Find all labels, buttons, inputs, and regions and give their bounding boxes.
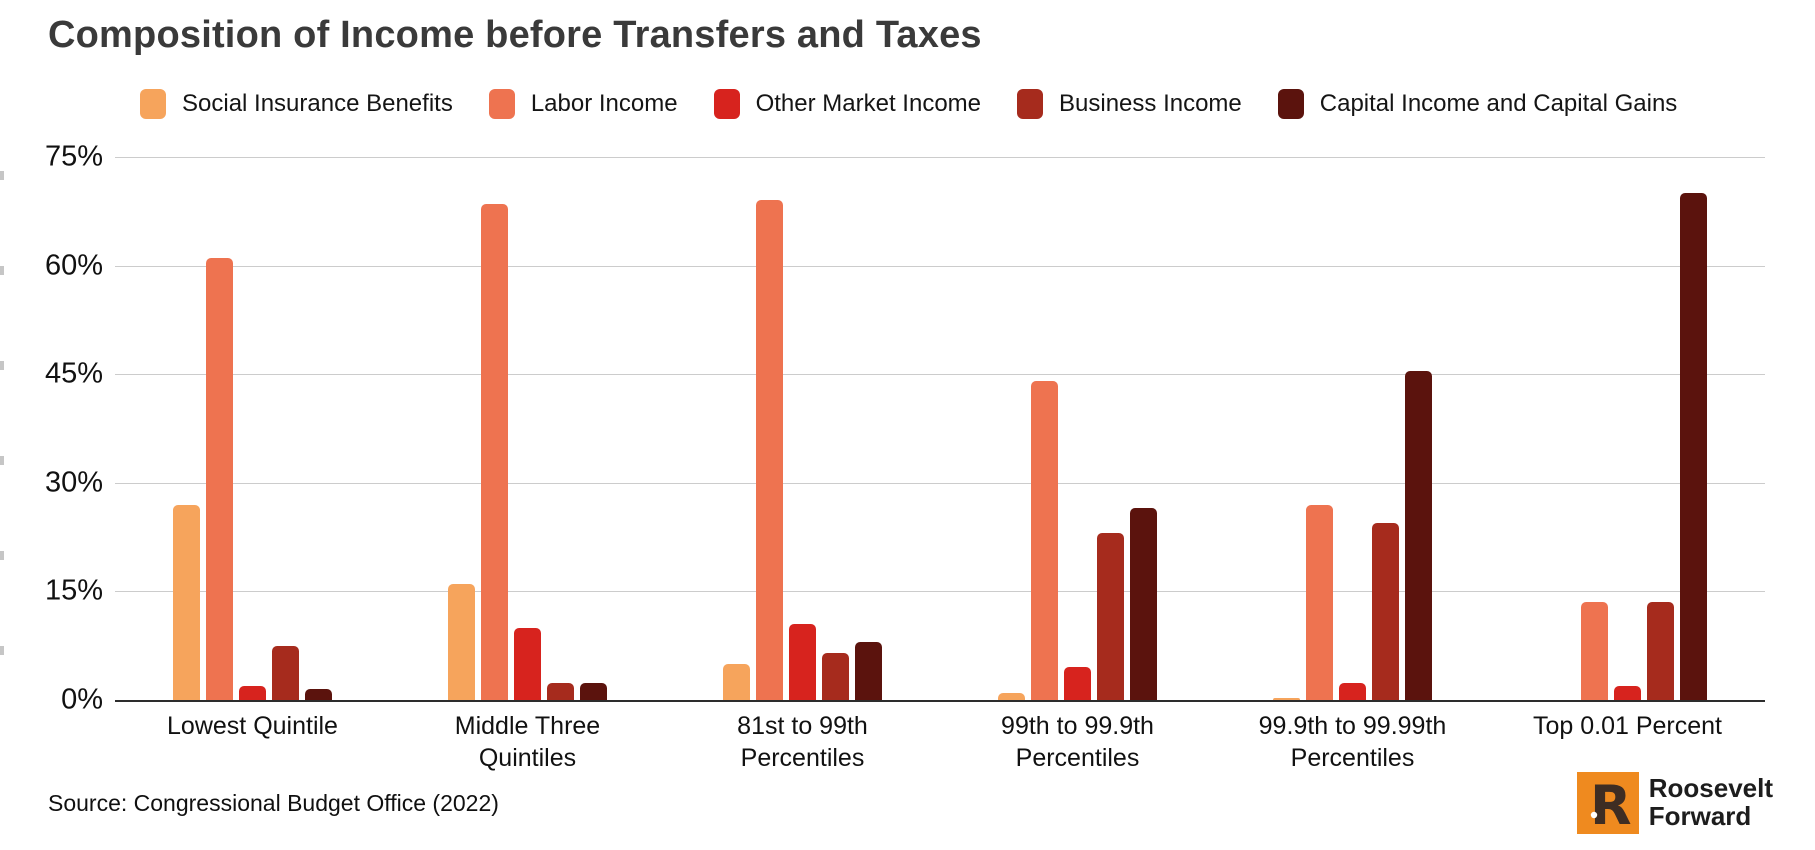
logo-line2: Forward [1648,801,1752,831]
bar [855,642,882,700]
y-tick-label: 15% [44,574,103,607]
edge-tick [0,361,4,370]
logo-line1: Roosevelt [1648,773,1773,804]
legend-item-3: Business Income [1017,89,1242,119]
source-note: Source: Congressional Budget Office (202… [48,789,499,816]
bar [305,689,332,700]
bar [173,504,200,700]
bar [547,683,574,700]
y-tick-label: 75% [44,140,103,173]
x-category-label-text: Lowest Quintile [167,712,338,740]
edge-tick [0,266,4,275]
x-category-label-4: 99.9th to 99.99th Percentiles [1215,710,1490,774]
legend-swatch-icon [713,89,740,119]
bar-group-0 [115,157,390,700]
legend-swatch-icon [1277,89,1304,119]
legend-label: Business Income [1059,90,1242,117]
edge-tick [0,456,4,465]
bar [1306,504,1333,700]
bar [1647,602,1674,700]
legend-swatch-icon [140,89,166,119]
bar [448,584,475,700]
bar [239,685,266,700]
bar [1064,667,1091,700]
gridline-60 [115,265,1765,267]
x-category-label-0: Lowest Quintile [115,710,390,774]
legend: Social Insurance Benefits Labor Income Oth… [140,89,1815,119]
bar [822,652,849,700]
bar-group-1 [390,157,665,700]
bar [272,645,299,700]
bar-group-4 [1215,157,1490,700]
edge-tick [0,171,4,180]
bar-group-5 [1490,157,1765,700]
legend-item-0: Social Insurance Benefits [140,89,453,119]
bar [206,258,233,700]
gridline-15 [115,591,1765,593]
x-category-label-3: 99th to 99.9th Percentiles [940,710,1215,774]
bar [756,200,783,700]
legend-label: Capital Income and Capital Gains [1319,90,1678,117]
legend-item-4: Capital Income and Capital Gains [1277,89,1678,119]
bar [1031,381,1058,700]
bar [789,623,816,700]
bar-group-3 [940,157,1215,700]
x-category-label-text: 99.9th to 99.99th Percentiles [1258,712,1447,772]
logo-text: Roosevelt Forward [1648,773,1773,831]
bar [1614,685,1641,700]
x-category-label-text: 81st to 99th Percentiles [737,712,868,772]
legend-item-2: Other Market Income [713,89,982,119]
y-tick-label: 30% [44,466,103,499]
bar-chart: 0% 15% 30% 45% 60% 75% [45,141,1765,716]
bar [1130,508,1157,700]
x-axis-labels: Lowest Quintile Middle Three Quintiles 81s… [115,710,1765,774]
legend-swatch-icon [488,89,515,119]
legend-label: Other Market Income [755,90,982,117]
bar [514,627,541,700]
gridline-30 [115,482,1765,484]
bar [1273,697,1300,700]
bar [1405,370,1432,700]
y-tick-label: 60% [44,249,103,282]
bar [723,663,750,700]
bar [1339,683,1366,700]
footer: Source: Congressional Budget Office (202… [48,772,1773,834]
x-category-label-text: Top 0.01 Percent [1532,712,1722,740]
chart-title: Composition of Income before Transfers a… [48,14,982,56]
x-category-label-2: 81st to 99th Percentiles [665,710,940,774]
bar [481,204,508,700]
legend-label: Social Insurance Benefits [182,90,453,117]
roosevelt-forward-logo: R Roosevelt Forward [1576,772,1773,834]
y-tick-label: 0% [61,683,103,716]
x-category-label-1: Middle Three Quintiles [390,710,665,774]
x-category-label-text: Middle Three Quintiles [454,712,601,772]
bar-groups [115,157,1765,700]
bar [1680,193,1707,700]
logo-mark-icon: R [1576,772,1639,834]
bar [1581,602,1608,700]
y-tick-label: 45% [44,357,103,390]
bar [1372,522,1399,700]
edge-tick [0,646,4,655]
x-category-label-text: 99th to 99.9th Percentiles [1001,712,1154,772]
legend-label: Labor Income [530,90,678,117]
bar-group-2 [665,157,940,700]
edge-tick [0,551,4,560]
bar [580,683,607,700]
bar [998,692,1025,700]
svg-text:R: R [1590,774,1632,834]
bar [1097,533,1124,700]
legend-swatch-icon [1017,89,1044,119]
gridline-75 [115,157,1765,158]
legend-item-1: Labor Income [488,89,678,119]
x-category-label-5: Top 0.01 Percent [1490,710,1765,774]
gridline-45 [115,374,1765,376]
